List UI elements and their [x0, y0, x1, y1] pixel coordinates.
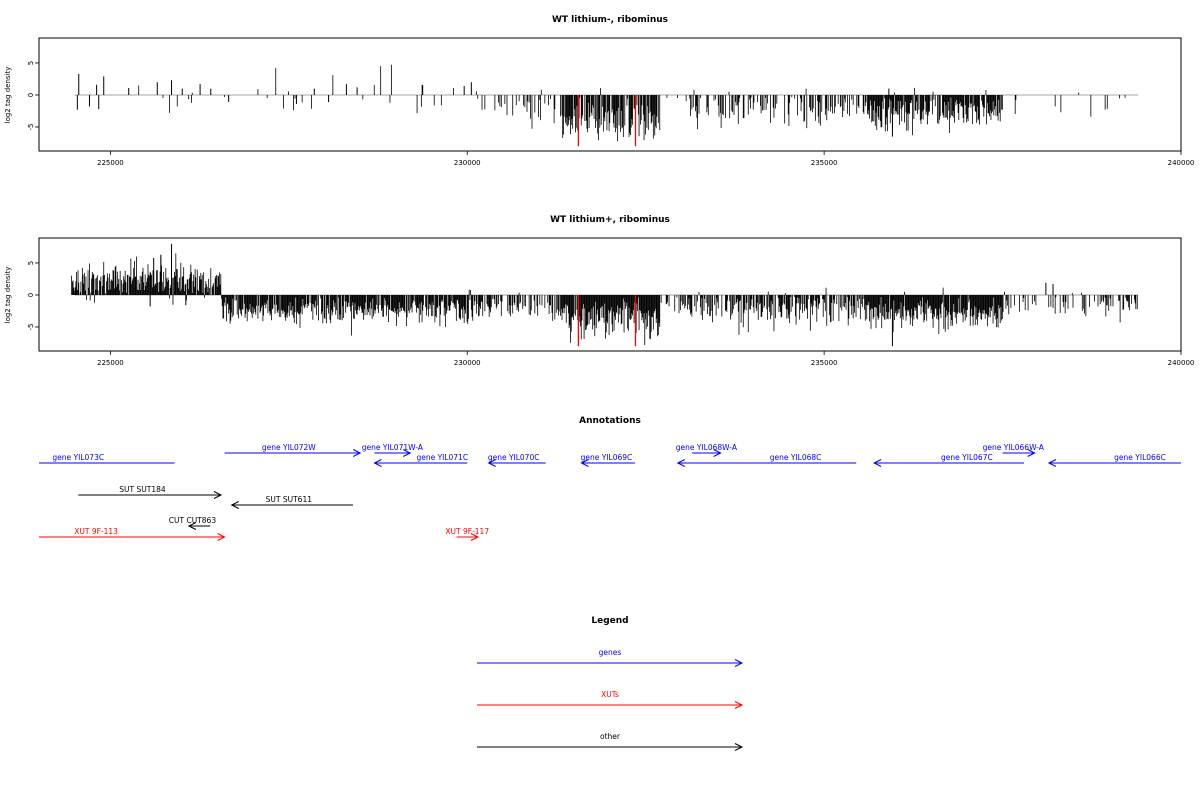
axes-group: -5 0 5 225000 230000 235000 240000	[27, 261, 1194, 367]
arrow-head	[373, 459, 382, 467]
axes-group: -5 0 5 225000 230000 235000 240000	[27, 61, 1194, 167]
feature-label: XUT 9F-117	[445, 527, 489, 536]
bar-group	[71, 243, 1139, 347]
track-title: WT lithium+, ribominus	[550, 215, 670, 225]
arrow-head	[713, 449, 722, 457]
feature-label: CUT CUT863	[169, 516, 217, 525]
feature-label: gene YIL066C	[1114, 453, 1166, 462]
annotation-feature: gene YIL073C	[39, 453, 175, 464]
y-tick-label: 5	[27, 261, 35, 265]
arrow-head	[1027, 449, 1036, 457]
legend-label: genes	[599, 648, 622, 657]
annotation-feature: XUT 9F-117	[445, 527, 489, 541]
arrow-head	[734, 659, 744, 667]
y-tick-label: -5	[27, 124, 35, 131]
legend-item: XUTs	[477, 690, 744, 709]
annotation-feature: CUT CUT863	[169, 516, 217, 530]
arrow-head	[187, 522, 197, 530]
x-tick-label: 225000	[97, 359, 124, 367]
arrow-head	[734, 743, 744, 751]
x-tick-label: 240000	[1168, 359, 1195, 367]
feature-label: SUT SUT184	[119, 485, 166, 494]
annotation-feature: gene YIL068C	[676, 453, 857, 467]
feature-label: gene YIL067C	[941, 453, 993, 462]
feature-label: XUT 9F-113	[74, 527, 118, 536]
annotation-feature: gene YIL068W-A	[676, 443, 738, 457]
legend-item: other	[477, 732, 744, 751]
feature-label: gene YIL070C	[488, 453, 540, 462]
x-tick-label: 235000	[811, 159, 838, 167]
feature-label: gene YIL071W-A	[362, 443, 424, 452]
y-tick-label: 0	[27, 93, 35, 97]
annotations-title: Annotations	[579, 416, 641, 426]
feature-label: gene YIL068W-A	[676, 443, 738, 452]
feature-label: gene YIL073C	[52, 453, 104, 462]
arrow-head	[676, 459, 686, 467]
annotation-feature: gene YIL067C	[872, 453, 1024, 467]
annotation-feature: gene YIL071C	[373, 453, 468, 467]
y-tick-label: 5	[27, 61, 35, 65]
legend-label: XUTs	[601, 690, 619, 699]
y-axis-label: log2 tag density	[4, 67, 12, 124]
y-axis-label: log2 tag density	[4, 267, 12, 324]
arrow-head	[470, 533, 480, 541]
plot-frame	[38, 237, 1182, 352]
x-tick-label: 225000	[97, 159, 124, 167]
arrow-head	[1047, 459, 1057, 467]
bar-group	[74, 64, 1139, 147]
legend-label: other	[600, 732, 621, 741]
x-tick-label: 235000	[811, 359, 838, 367]
y-tick-label: 0	[27, 293, 35, 297]
annotation-feature: gene YIL069C	[580, 453, 635, 467]
x-tick-label: 240000	[1168, 159, 1195, 167]
annotations-panel: Annotations gene YIL073C gene YIL072W gene…	[39, 416, 1181, 541]
feature-label: gene YIL072W	[262, 443, 316, 452]
track-title: WT lithium-, ribominus	[552, 15, 668, 25]
feature-label: gene YIL066W-A	[983, 443, 1045, 452]
arrow-head	[230, 501, 239, 509]
arrow-head	[734, 701, 744, 709]
annotation-feature: gene YIL066W-A	[983, 443, 1045, 457]
plot-frame	[38, 37, 1182, 152]
track-lithium-plus: WT lithium+, ribominus log2 tag density …	[4, 215, 1194, 367]
annotation-feature: SUT SUT611	[230, 495, 354, 509]
legend-item: genes	[477, 648, 744, 667]
arrow-head	[213, 491, 223, 499]
feature-label: gene YIL068C	[770, 453, 822, 462]
annotation-feature: gene YIL070C	[487, 453, 546, 467]
y-tick-label: -5	[27, 324, 35, 331]
track-lithium-minus: WT lithium-, ribominus log2 tag density …	[4, 15, 1194, 167]
legend-panel: Legend genes XUTs other	[477, 616, 744, 751]
feature-label: gene YIL069C	[581, 453, 633, 462]
arrow-head	[352, 449, 362, 457]
arrow-head	[402, 449, 412, 457]
legend-title: Legend	[591, 616, 628, 626]
annotation-feature: gene YIL071W-A	[362, 443, 424, 457]
arrow-head	[217, 533, 226, 541]
legend-items: genes XUTs other	[477, 648, 744, 751]
arrow-head	[487, 459, 496, 467]
annotation-feature: gene YIL072W	[224, 443, 362, 457]
annotation-feature: XUT 9F-113	[39, 527, 226, 541]
annotation-feature: SUT SUT184	[78, 485, 223, 499]
feature-label: gene YIL071C	[416, 453, 468, 462]
annotation-feature: gene YIL066C	[1047, 453, 1181, 467]
arrow-head	[580, 459, 589, 467]
x-tick-label: 230000	[454, 159, 481, 167]
feature-label: SUT SUT611	[266, 495, 313, 504]
x-tick-label: 230000	[454, 359, 481, 367]
arrow-head	[872, 459, 882, 467]
